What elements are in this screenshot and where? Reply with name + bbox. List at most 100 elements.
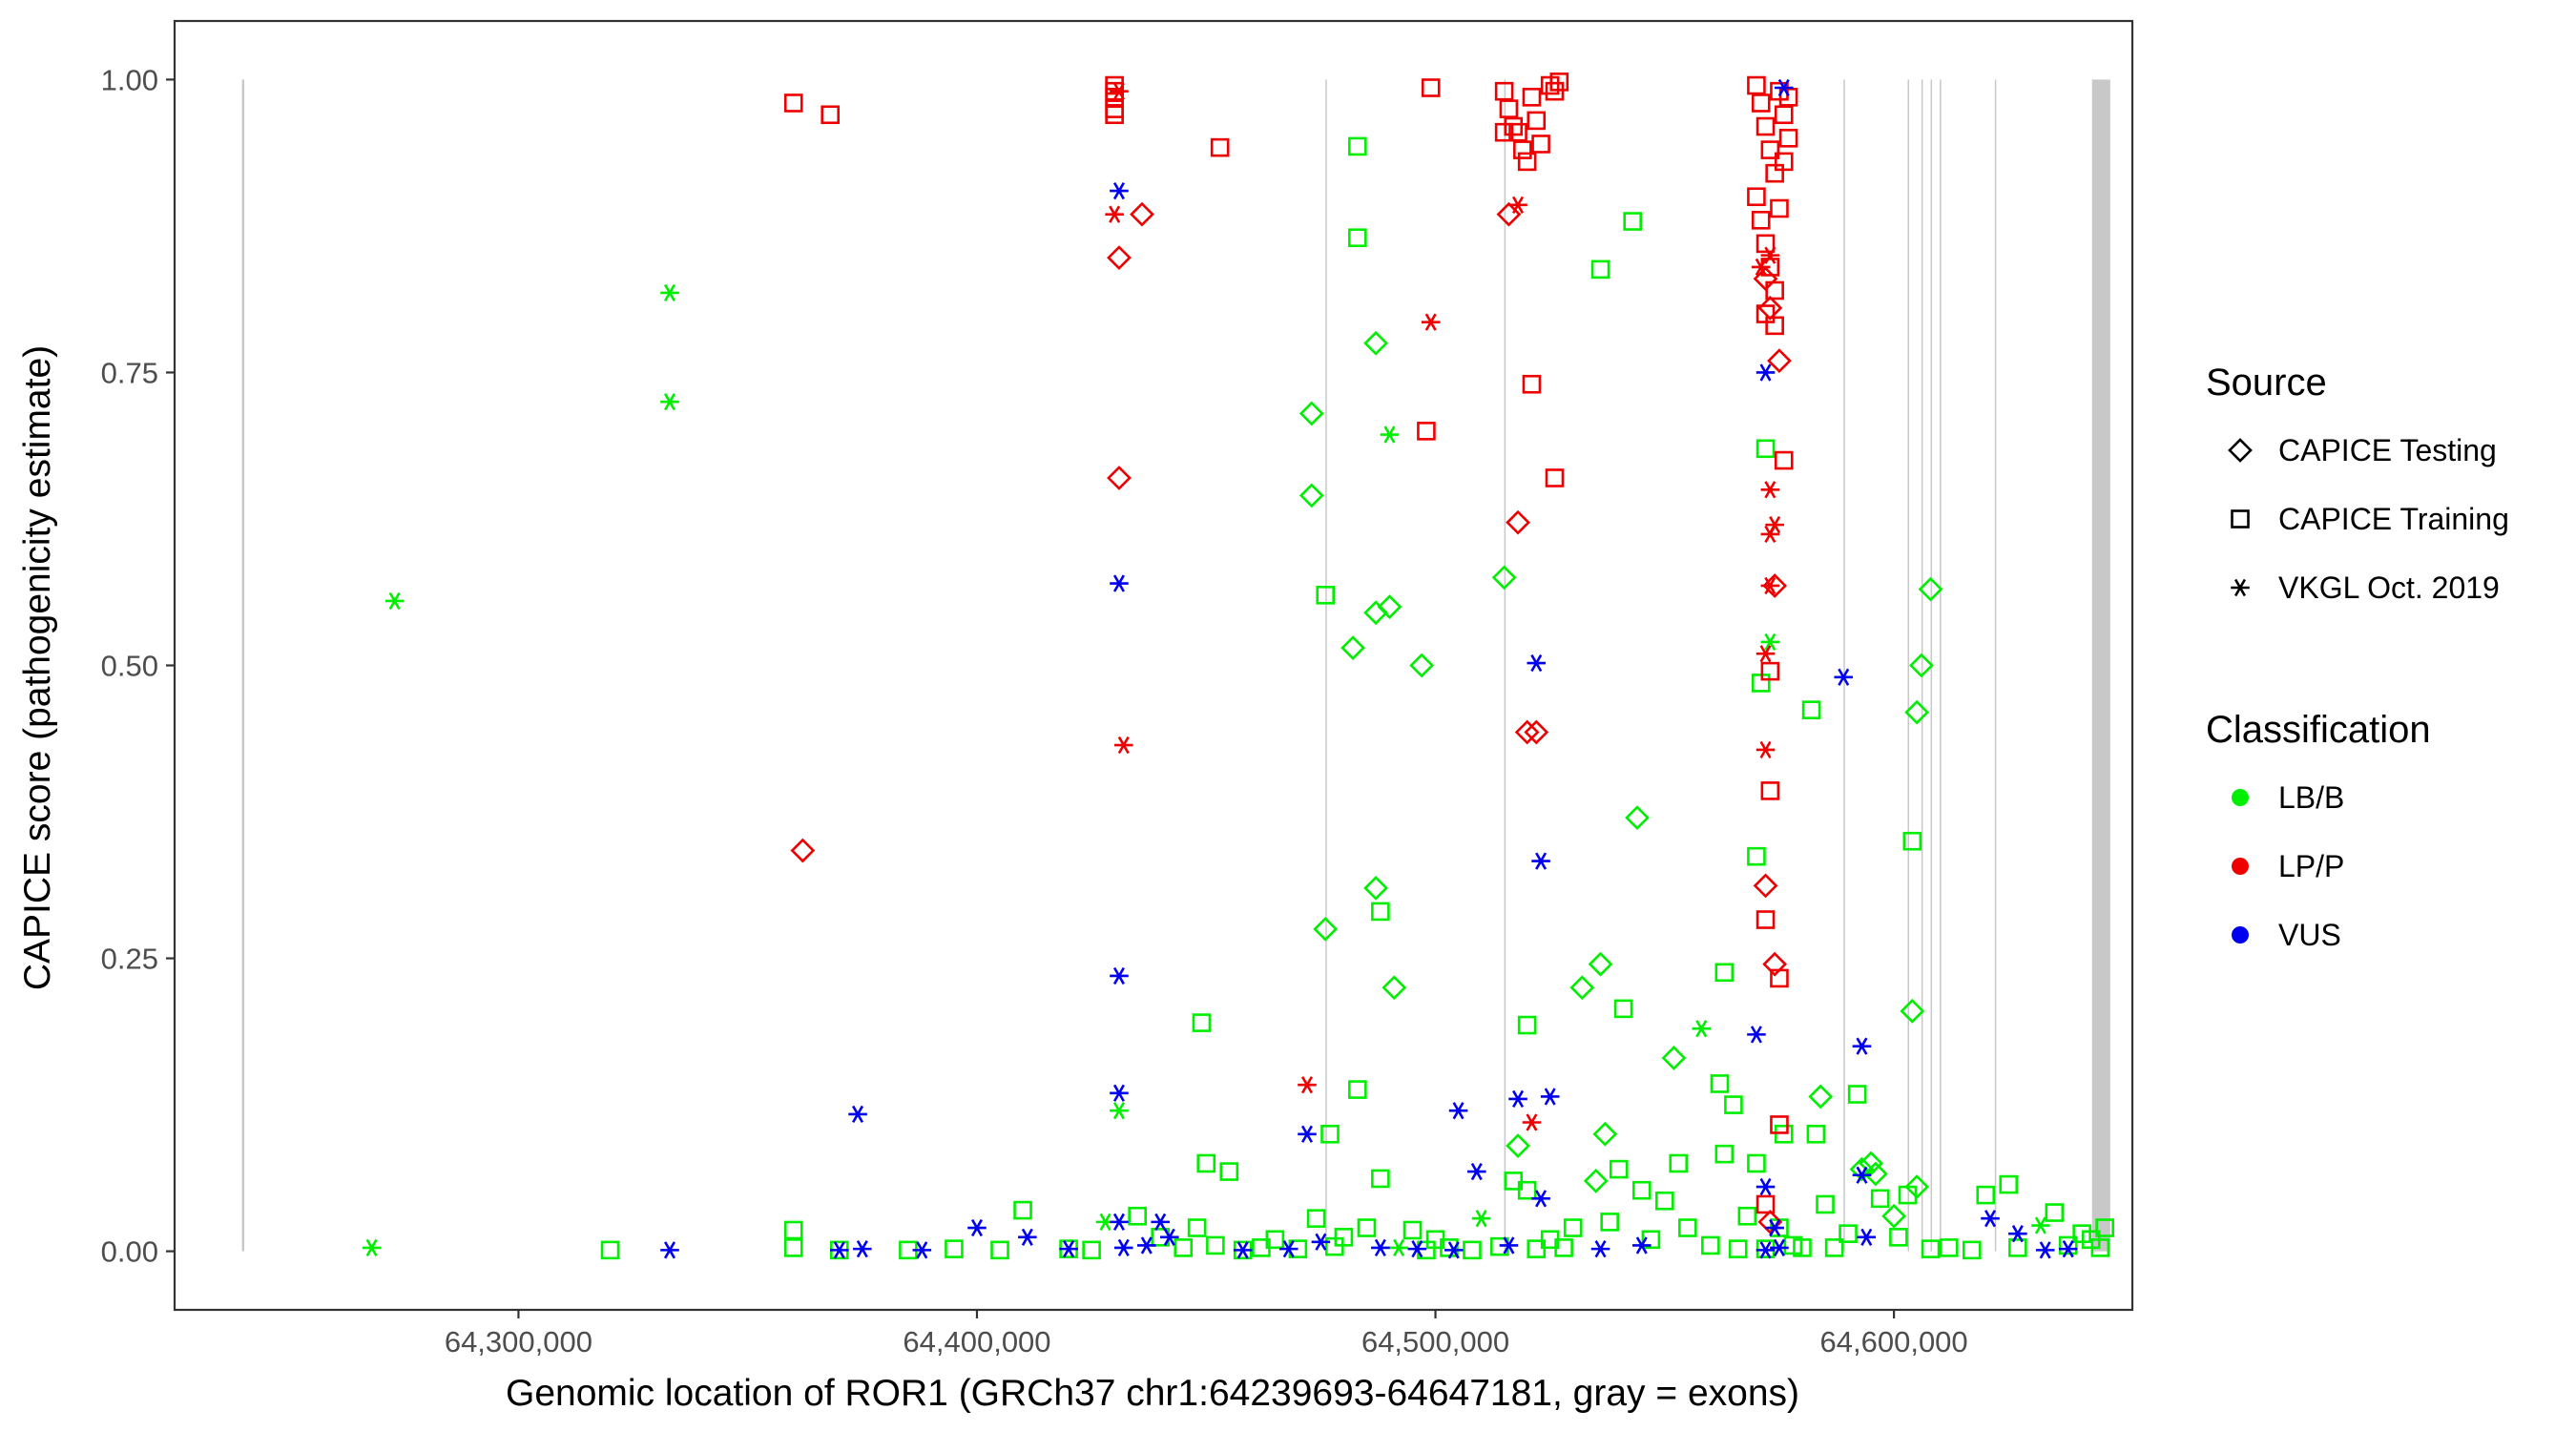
point-vus-7 [1059, 1240, 1078, 1258]
point-lb-b-67 [1569, 975, 1595, 1001]
point-lb-b-63 [1527, 1239, 1547, 1258]
point-lb-b-32 [1313, 916, 1339, 942]
point-lb-b-78 [1641, 1230, 1661, 1250]
point-vus-27 [1508, 1089, 1527, 1109]
point-lb-b-44 [1371, 902, 1390, 922]
point-lp-p-73 [1753, 873, 1778, 899]
point-lp-p-79 [1757, 1209, 1783, 1234]
point-lp-p-10 [1107, 245, 1132, 270]
point-vus-35 [1755, 363, 1776, 382]
point-lp-p-20 [1499, 99, 1519, 118]
point-lb-b-117 [1904, 1174, 1930, 1199]
point-lb-b-102 [1806, 1124, 1826, 1144]
point-lb-b-5 [783, 1220, 803, 1240]
data-points [362, 73, 2114, 1260]
point-lb-b-103 [1808, 1084, 1834, 1110]
point-vus-11 [1110, 1084, 1129, 1102]
point-lb-b-85 [1710, 1074, 1730, 1093]
x-axis: 64,300,000 64,400,000 64,500,000 64,600,000 [445, 1310, 1968, 1358]
point-lb-b-129 [2058, 1235, 2078, 1255]
point-lp-p-56 [1751, 258, 1771, 277]
point-lb-b-124 [1976, 1185, 1996, 1205]
point-lp-p-13 [1130, 201, 1154, 227]
point-lb-b-31 [1316, 586, 1336, 605]
point-vus-36 [1755, 1177, 1776, 1196]
point-lb-b-70 [1590, 259, 1610, 280]
point-lb-b-106 [1839, 1224, 1858, 1243]
point-lb-b-51 [1409, 653, 1435, 678]
point-lb-b-94 [1755, 439, 1776, 459]
x-axis-title: Genomic location of ROR1 (GRCh37 chr1:64… [506, 1373, 1799, 1414]
point-vus-21 [1371, 1238, 1390, 1257]
point-lp-p-1 [821, 105, 841, 125]
point-vus-4 [912, 1241, 932, 1259]
point-lp-p-23 [1513, 140, 1532, 159]
point-lp-p-69 [1755, 645, 1776, 663]
point-vus-45 [1981, 1210, 2000, 1228]
point-lp-p-42 [1755, 116, 1776, 136]
point-lp-p-9 [1105, 205, 1124, 223]
point-vus-6 [1018, 1228, 1037, 1246]
point-lb-b-133 [2095, 1218, 2114, 1237]
point-lp-p-78 [1755, 1194, 1776, 1214]
point-lb-b-45 [1371, 1169, 1390, 1189]
point-vus-13 [1113, 1238, 1133, 1257]
point-lb-b-105 [1824, 1238, 1844, 1257]
point-lp-p-53 [1770, 198, 1789, 218]
point-lb-b-19 [1187, 1218, 1207, 1237]
point-lp-p-35 [1506, 509, 1530, 535]
point-lb-b-13 [1082, 1240, 1101, 1260]
point-lb-b-29 [1298, 483, 1324, 508]
point-lp-p-77 [1770, 1115, 1789, 1134]
legend-class-label-1: LP/P [2278, 849, 2344, 883]
point-lp-p-25 [1522, 88, 1542, 107]
point-lb-b-73 [1609, 1159, 1629, 1179]
point-lb-b-33 [1320, 1124, 1340, 1144]
point-lb-b-23 [1219, 1162, 1239, 1181]
point-lp-p-46 [1774, 105, 1794, 125]
point-lp-p-29 [1545, 81, 1565, 101]
point-lb-b-111 [1870, 1189, 1890, 1209]
point-lb-b-0 [362, 1238, 382, 1257]
point-lp-p-27 [1531, 135, 1550, 154]
point-lb-b-81 [1669, 1153, 1689, 1173]
point-lp-p-8 [1110, 82, 1129, 100]
point-lb-b-89 [1728, 1239, 1748, 1258]
point-lp-p-12 [1113, 736, 1133, 755]
point-lb-b-49 [1389, 1238, 1408, 1257]
legend-class-title: Classification [2206, 709, 2431, 751]
legend-square-icon [2231, 509, 2250, 529]
exon-band-4 [1907, 79, 1910, 1252]
point-vus-33 [1632, 1236, 1652, 1255]
point-lp-p-39 [1522, 1113, 1542, 1131]
point-lb-b-86 [1714, 963, 1735, 983]
point-lb-b-96 [1760, 633, 1780, 652]
point-vus-19 [1298, 1125, 1317, 1143]
point-vus-46 [2008, 1225, 2027, 1243]
point-lb-b-4 [600, 1240, 620, 1260]
legend-class-items: LB/B LP/P VUS [2232, 780, 2344, 952]
point-lp-p-70 [1760, 661, 1780, 681]
legend-color-dot-0 [2232, 789, 2249, 806]
point-vus-3 [853, 1240, 872, 1258]
exon-band-0 [241, 79, 245, 1252]
point-lb-b-74 [1613, 999, 1633, 1019]
point-lp-p-34 [1522, 374, 1542, 394]
point-lp-p-7 [1105, 105, 1124, 125]
point-lb-b-30 [1306, 1209, 1326, 1229]
point-lb-b-107 [1847, 1085, 1867, 1104]
point-lp-p-61 [1765, 316, 1784, 336]
point-lb-b-120 [1918, 576, 1943, 602]
point-vus-31 [1540, 1088, 1560, 1106]
point-vus-26 [1499, 1236, 1519, 1255]
point-lb-b-26 [1265, 1230, 1285, 1250]
point-vus-23 [1444, 1241, 1464, 1259]
point-lb-b-122 [1939, 1238, 1959, 1257]
point-vus-34 [1747, 1026, 1766, 1044]
point-lp-p-38 [1545, 468, 1565, 487]
legend-source-title: Source [2206, 362, 2327, 404]
point-lp-p-33 [1508, 196, 1527, 214]
point-lp-p-14 [1210, 137, 1230, 157]
point-lb-b-119 [1909, 653, 1934, 678]
